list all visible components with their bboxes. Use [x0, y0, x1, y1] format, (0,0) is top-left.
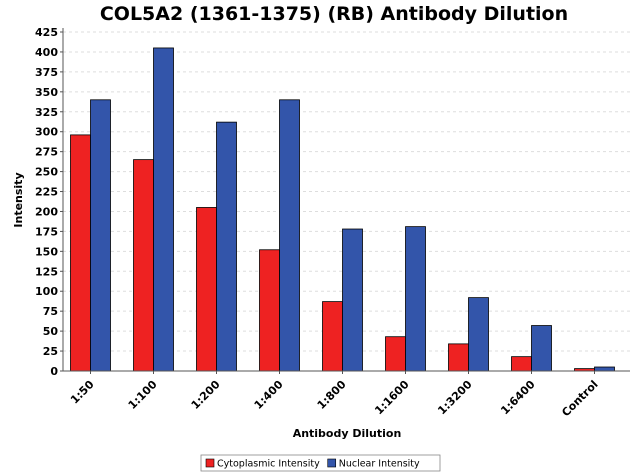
y-tick-label: 300 — [35, 126, 58, 139]
legend-label-nuclear: Nuclear Intensity — [339, 459, 420, 470]
y-tick-label: 425 — [35, 26, 58, 39]
bar-nuclear — [405, 226, 426, 372]
bar-nuclear — [468, 297, 489, 372]
bar-nuclear — [279, 99, 300, 372]
x-tick-label: 1:6400 — [498, 378, 538, 418]
x-axis-label: Antibody Dilution — [293, 427, 402, 440]
legend-swatch-nuclear — [327, 458, 337, 468]
bar-cytoplasmic — [259, 249, 280, 372]
bar-nuclear — [342, 228, 363, 372]
legend-label-cytoplasmic: Cytoplasmic Intensity — [217, 459, 320, 470]
x-tick-label: 1:3200 — [435, 378, 475, 418]
x-axis-ticks: 1:50 1:100 1:200 1:400 1:800 1:1600 1:3200 1:64… — [68, 371, 601, 419]
y-tick-label: 225 — [35, 186, 58, 199]
x-tick-label: 1:200 — [189, 378, 223, 412]
y-tick-label: 275 — [35, 146, 58, 159]
y-tick-label: 50 — [43, 325, 59, 338]
chart-title: COL5A2 (1361-1375) (RB) Antibody Dilutio… — [100, 3, 568, 25]
y-tick-label: 125 — [35, 265, 58, 278]
legend-swatch-cytoplasmic — [205, 458, 215, 468]
y-axis-label: Intensity — [12, 172, 25, 227]
y-tick-label: 75 — [43, 305, 58, 318]
bar-cytoplasmic — [196, 207, 217, 372]
x-tick-label: Control — [559, 378, 600, 419]
bar-nuclear — [90, 99, 111, 372]
axes — [62, 28, 630, 372]
bar-cytoplasmic — [385, 336, 406, 372]
y-tick-label: 25 — [43, 345, 58, 358]
y-tick-label: 0 — [50, 365, 58, 378]
y-tick-label: 350 — [35, 86, 58, 99]
y-tick-label: 200 — [35, 205, 58, 218]
x-tick-label: 1:100 — [126, 378, 160, 412]
y-axis-ticks: 0 25 50 75 100 125 150 175 200 225 250 275 300 325 350… — [35, 26, 63, 378]
y-tick-label: 100 — [35, 285, 58, 298]
legend-box — [200, 454, 441, 472]
bar-cytoplasmic — [133, 159, 154, 372]
bars — [70, 47, 615, 372]
x-tick-label: 1:1600 — [372, 378, 412, 418]
x-tick-label: 1:50 — [68, 378, 97, 407]
y-tick-label: 250 — [35, 166, 58, 179]
x-tick-label: 1:800 — [315, 378, 349, 412]
bar-nuclear — [216, 121, 237, 372]
y-tick-label: 400 — [35, 46, 58, 59]
bar-cytoplasmic — [448, 343, 469, 372]
bar-nuclear — [594, 366, 615, 372]
bar-cytoplasmic — [511, 356, 532, 372]
y-tick-label: 150 — [35, 245, 58, 258]
legend: Cytoplasmic Intensity Nuclear Intensity — [200, 454, 441, 472]
x-tick-label: 1:400 — [252, 378, 286, 412]
bar-cytoplasmic — [70, 134, 91, 372]
bar-nuclear — [531, 325, 552, 372]
bar-nuclear — [153, 47, 174, 372]
y-tick-label: 325 — [35, 106, 58, 119]
y-tick-label: 375 — [35, 66, 58, 79]
y-tick-label: 175 — [35, 225, 58, 238]
bar-cytoplasmic — [322, 301, 343, 372]
